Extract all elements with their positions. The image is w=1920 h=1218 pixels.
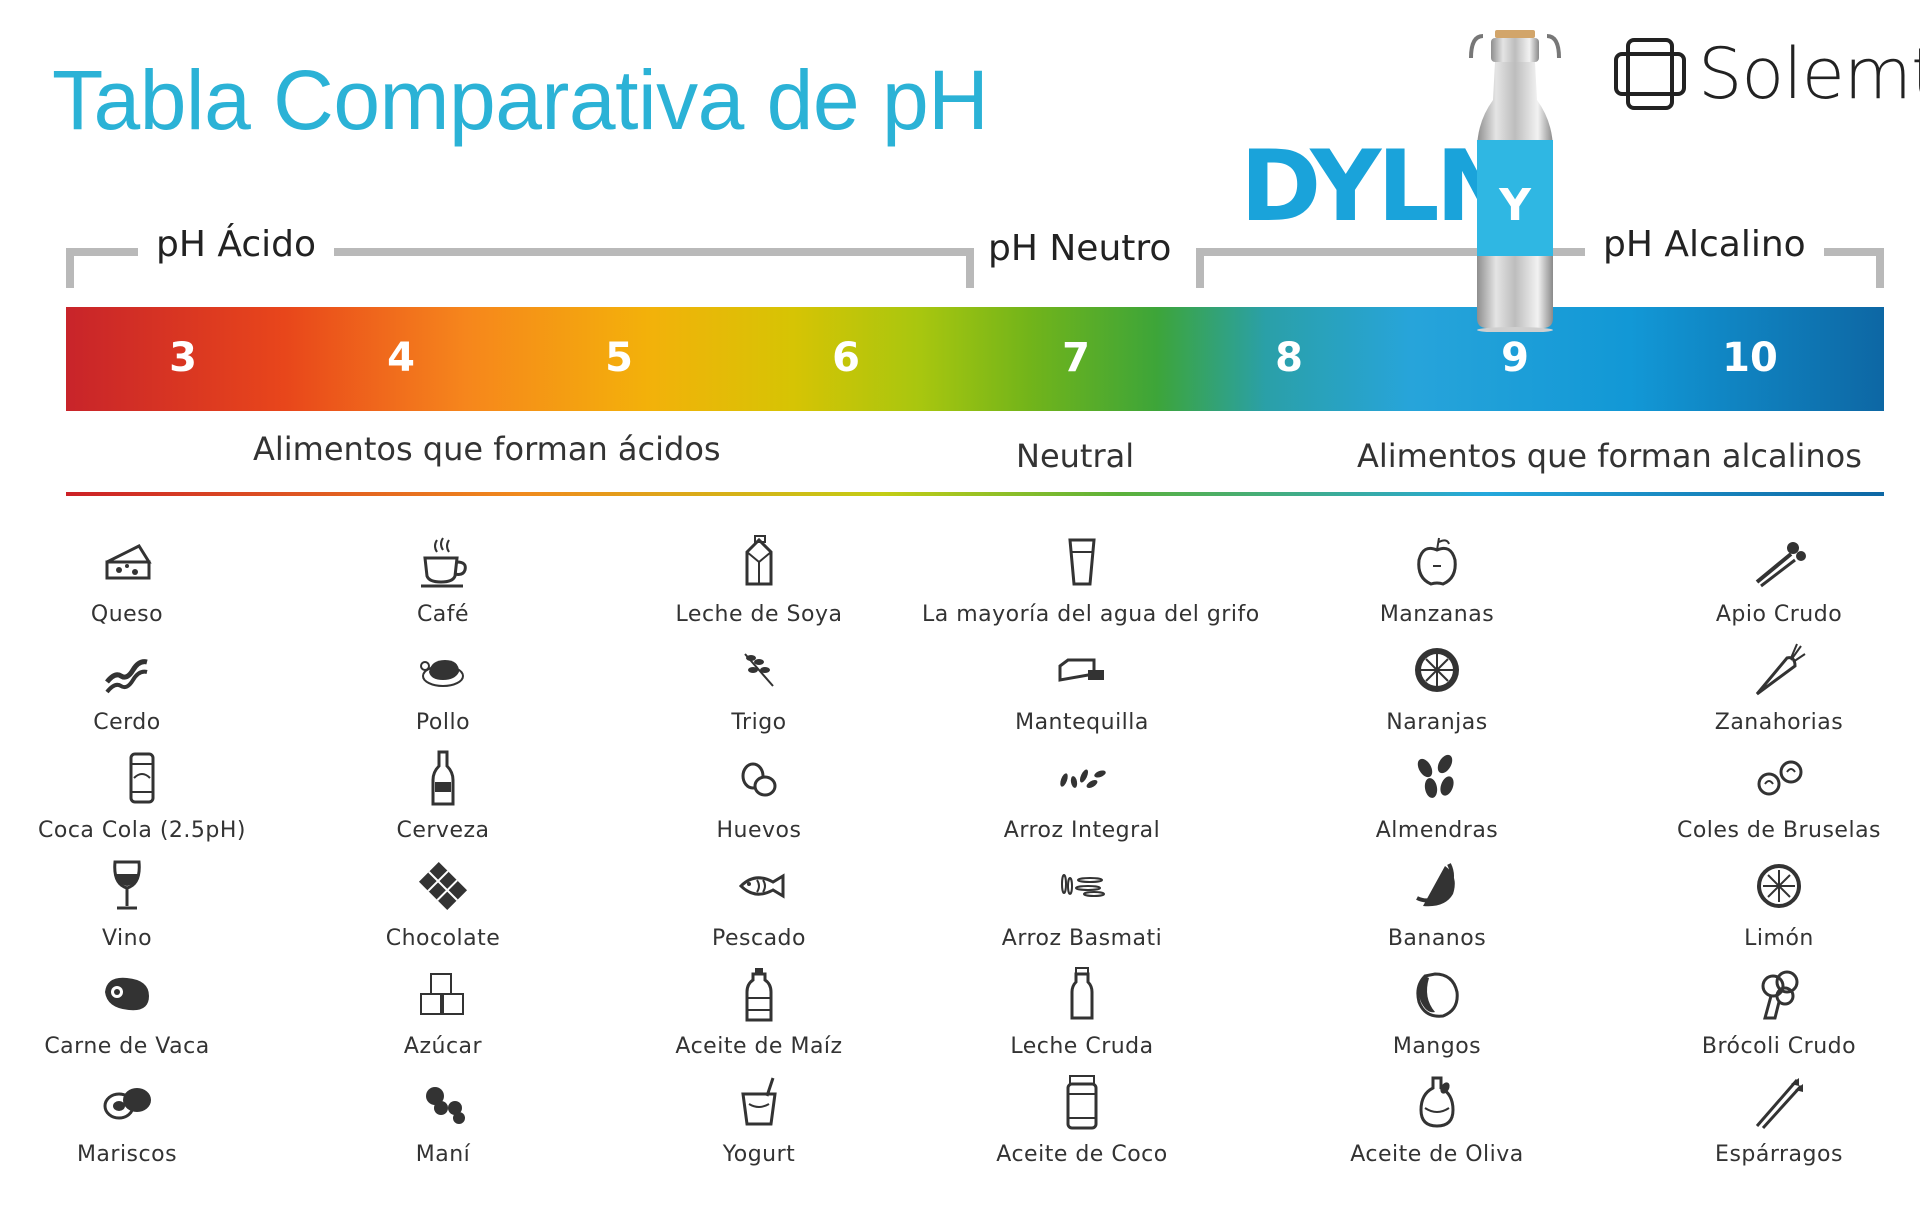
dyln-bottle-image: Y [1469,30,1561,332]
rainbow-divider [66,492,1884,496]
food-item-bananos: Bananos [1277,858,1597,962]
banana-icon [1416,863,1455,907]
solemt-logo: Solemt [1608,32,1920,116]
food-item-almendras: Almendras [1277,750,1597,854]
roast-chicken-icon [420,660,464,687]
chocolate-bar-icon [418,861,468,911]
apple-icon [1417,537,1457,586]
food-item-naranjas: Naranjas [1277,642,1597,746]
food-item-huevos: Huevos [599,750,919,854]
butter-icon [1058,658,1104,682]
ph-value-6: 6 [832,335,860,381]
bacon-icon [105,659,148,694]
food-item-aceite-de-coco: Aceite de Coco [922,1074,1242,1178]
food-item-aceite-de-oliva: Aceite de Oliva [1277,1074,1597,1178]
broccoli-icon [1761,970,1799,1020]
food-item-azucar: Azúcar [283,966,603,1070]
ph-value-7: 7 [1062,335,1090,381]
food-item-mangos: Mangos [1277,966,1597,1070]
acid-range-bracket [66,248,974,288]
ph-value-4: 4 [387,335,415,381]
food-item-aceite-de-maiz: Aceite de Maíz [599,966,919,1070]
food-item-brocoli-crudo: Brócoli Crudo [1619,966,1920,1070]
oil-bottle-icon [745,968,773,1022]
food-item-limon: Limón [1619,858,1920,962]
solemt-logo-icon [1614,38,1686,110]
food-item-leche-cruda: Leche Cruda [922,966,1242,1070]
food-item-cerdo: Cerdo [0,642,287,746]
ph-value-3: 3 [169,335,197,381]
ph-value-5: 5 [605,335,633,381]
coconut-oil-jar-icon [1066,1075,1098,1130]
bottle-y-mark: Y [1498,180,1532,231]
food-item-coles-de-bruselas: Coles de Bruselas [1619,750,1920,854]
food-item-leche-de-soya: Leche de Soya [599,534,919,638]
olive-oil-icon [1419,1076,1455,1128]
neutral-range-label: pH Neutro [980,228,1180,269]
food-item-carne-de-vaca: Carne de Vaca [0,966,287,1070]
food-item-trigo: Trigo [599,642,919,746]
ph-scale-bar: 3 4 5 6 7 8 9 10 [66,307,1884,411]
basmati-rice-icon [1061,874,1105,897]
food-item-coca-cola: Coca Cola (2.5pH) [0,750,302,854]
shellfish-icon [103,1088,151,1120]
food-item-yogurt: Yogurt [599,1074,919,1178]
yogurt-cup-icon [741,1077,777,1126]
water-glass-icon [1068,538,1096,586]
steak-icon [105,977,149,1011]
food-item-pollo: Pollo [283,642,603,746]
asparagus-icon [1755,1078,1803,1130]
fish-icon [738,873,785,899]
celery-icon [1755,542,1806,588]
wheat-icon [744,653,774,687]
solemt-logo-text: Solemt [1698,33,1920,115]
food-item-cafe: Café [283,534,603,638]
coffee-cup-icon [421,537,467,588]
ph-value-10: 10 [1722,335,1778,381]
food-item-zanahorias: Zanahorias [1619,642,1920,746]
food-item-vino: Vino [0,858,287,962]
brown-rice-icon [1060,769,1106,788]
neutral-foods-label: Neutral [1016,437,1135,475]
food-item-mariscos: Mariscos [0,1074,287,1178]
acid-range-label: pH Ácido [138,224,335,265]
ph-value-8: 8 [1275,335,1303,381]
almonds-icon [1417,754,1454,798]
food-item-mani: Maní [283,1074,603,1178]
mango-icon [1416,972,1459,1018]
food-item-mantequilla: Mantequilla [922,642,1242,746]
alkaline-foods-label: Alimentos que forman alcalinos [1357,437,1862,475]
orange-slice-icon [1415,648,1459,692]
food-item-queso: Queso [0,534,287,638]
page-title: Tabla Comparativa de pH [52,53,989,147]
beer-bottle-icon [431,750,455,806]
alkaline-range-label: pH Alcalino [1585,224,1824,265]
milk-bottle-icon [1070,967,1094,1020]
food-item-pescado: Pescado [599,858,919,962]
sugar-cubes-icon [420,973,464,1015]
food-item-apio-crudo: Apio Crudo [1619,534,1920,638]
milk-carton-icon [745,535,773,586]
cheese-icon [105,544,152,580]
dyln-logo: DYLN [1240,130,1518,244]
acid-foods-label: Alimentos que forman ácidos [253,430,721,468]
food-item-arroz-integral: Arroz Integral [922,750,1242,854]
food-item-agua-del-grifo: La mayoría del agua del grifo [922,534,1259,638]
soda-can-icon [129,752,155,804]
lemon-slice-icon [1757,864,1801,908]
food-item-esparragos: Espárragos [1619,1074,1920,1178]
carrot-icon [1755,643,1806,696]
brussels-sprouts-icon [1757,760,1803,796]
eggs-icon [741,762,777,797]
wine-glass-icon [113,860,141,910]
food-item-chocolate: Chocolate [283,858,603,962]
food-item-manzanas: Manzanas [1277,534,1597,638]
food-item-arroz-basmati: Arroz Basmati [922,858,1242,962]
ph-value-9: 9 [1501,335,1529,381]
peanut-icon [426,1087,465,1124]
food-item-cerveza: Cerveza [283,750,603,854]
